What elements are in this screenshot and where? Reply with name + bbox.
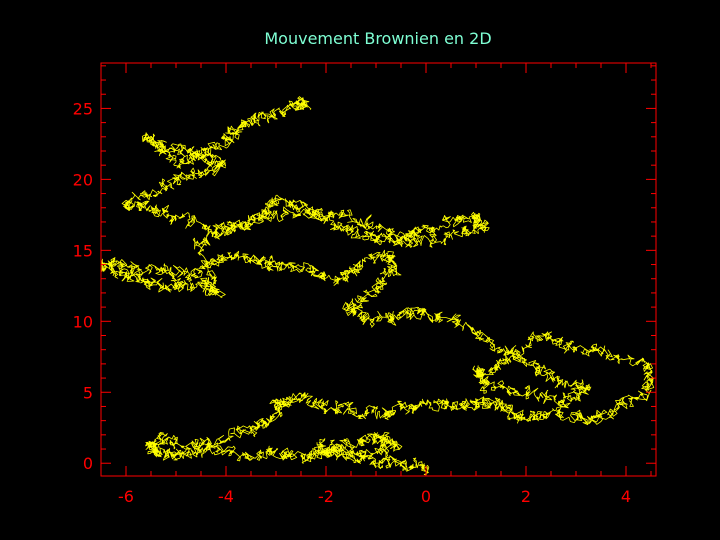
x-tick-label: 4 xyxy=(621,487,631,506)
y-tick-label: 20 xyxy=(73,170,93,189)
axis-ticks: -6 -4 -2 0 2 4 0 5 10 15 20 25 xyxy=(73,63,656,506)
y-tick-label: 15 xyxy=(73,241,93,260)
y-tick-label: 25 xyxy=(73,99,93,118)
x-tick-label: -4 xyxy=(218,487,234,506)
x-tick-label: 2 xyxy=(521,487,531,506)
x-tick-label: -2 xyxy=(318,487,334,506)
y-tick-label: 5 xyxy=(83,383,93,402)
x-tick-label: 0 xyxy=(421,487,431,506)
chart-title: Mouvement Brownien en 2D xyxy=(264,29,491,48)
y-tick-label: 10 xyxy=(73,312,93,331)
y-tick-label: 0 xyxy=(83,454,93,473)
plot-frame xyxy=(100,62,657,477)
series-line xyxy=(101,96,655,476)
data-layer xyxy=(101,96,655,476)
x-tick-label: -6 xyxy=(118,487,134,506)
